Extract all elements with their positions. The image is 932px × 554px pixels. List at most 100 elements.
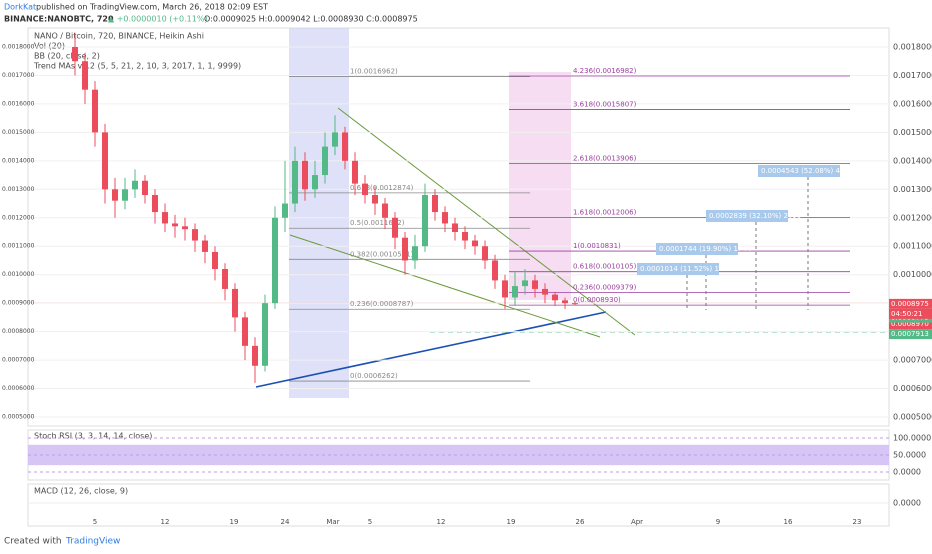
fib-label: 1.618(0.0012006) — [573, 209, 637, 217]
candle-body — [572, 303, 578, 305]
y-tick-label: 0.0007000 — [893, 356, 932, 365]
shade — [509, 72, 571, 300]
x-tick-label: 24 — [281, 518, 290, 526]
macd-title: MACD (12, 26, close, 9) — [34, 487, 128, 496]
measure-box — [758, 165, 840, 177]
candle-body — [232, 288, 238, 318]
measure-box — [637, 263, 719, 275]
stoch-title: Stoch RSI (3, 3, 14, 14, close) — [34, 432, 152, 441]
candle-body — [532, 280, 538, 289]
y-tick-label: 50.0000 — [893, 451, 926, 460]
candle-body — [492, 260, 498, 281]
x-tick-label: 9 — [716, 518, 720, 526]
y-tick-label: 0.0014000 — [2, 157, 35, 164]
x-tick-label: 5 — [93, 518, 97, 526]
y-tick-label: 0.0006000 — [2, 385, 35, 392]
candle-body — [242, 317, 248, 346]
candle-body — [562, 300, 568, 304]
candle-body — [362, 183, 368, 195]
candle-body — [72, 47, 78, 62]
candle-body — [172, 223, 178, 227]
x-tick-label: Apr — [631, 518, 643, 526]
ohlc: O:0.0009025 H:0.0009042 L:0.0008930 C:0.… — [204, 15, 418, 24]
candle-body — [392, 217, 398, 238]
fib-label: 0(0.0006262) — [350, 372, 398, 380]
fib-label: 0.618(0.0010105) — [573, 263, 637, 271]
y-tick-label: 0.0014000 — [893, 156, 932, 165]
candle-body — [122, 189, 128, 201]
candle-body — [552, 294, 558, 301]
candle-body — [442, 212, 448, 224]
shade — [289, 28, 349, 398]
candle-body — [402, 237, 408, 261]
fib-label: 0.236(0.0008787) — [350, 300, 414, 308]
candle-body — [522, 280, 528, 287]
candle-body — [322, 146, 328, 176]
candle-body — [372, 195, 378, 204]
measure-label: 0.0002839 (32.10%) 2839 — [709, 212, 801, 220]
stoch-band — [28, 444, 889, 466]
candle-body — [152, 195, 158, 213]
fib-label: 0.618(0.0012874) — [350, 184, 414, 192]
footer-created: Created with — [4, 537, 62, 547]
candle-body — [512, 286, 518, 298]
y-tick-label: 0.0006000 — [893, 384, 932, 393]
candle-body — [432, 195, 438, 213]
candle-body — [142, 180, 148, 195]
legend-entry: Vol (20) — [34, 42, 65, 51]
fib-label: 0.236(0.0009379) — [573, 283, 637, 291]
measure-label: 0.0001744 (19.90%) 1744 — [659, 245, 752, 253]
trend-line — [337, 107, 636, 336]
candle-body — [332, 132, 338, 147]
y-tick-label: 0.0017000 — [2, 72, 35, 79]
fib-label: 0(0.0008930) — [573, 296, 621, 304]
y-tick-label: 0.0012000 — [893, 213, 932, 222]
x-tick-label: 12 — [437, 518, 446, 526]
candle-body — [102, 132, 108, 190]
y-tick-label: 0.0016000 — [893, 99, 932, 108]
trend-line — [255, 311, 607, 388]
y-tick-label: 0.0018000 — [2, 44, 35, 51]
price-badge-label: 0.0008970 — [891, 320, 929, 328]
symbol: BINANCE:NANOBTC, 720 — [4, 15, 114, 24]
footer-brand[interactable]: TradingView — [65, 537, 120, 547]
candle-body — [412, 246, 418, 261]
candle-body — [82, 61, 88, 90]
y-tick-label: 0.0007000 — [2, 357, 35, 364]
candle-body — [382, 203, 388, 218]
y-tick-label: 0.0015000 — [893, 128, 932, 137]
macd-pane — [27, 483, 890, 527]
y-tick-label: 0.0008000 — [2, 328, 35, 335]
y-tick-label: 0.0005000 — [893, 413, 932, 422]
candle-body — [92, 89, 98, 133]
x-tick-label: Mar — [326, 518, 339, 526]
y-tick-label: 0.0015000 — [2, 129, 35, 136]
fib-label: 4.236(0.0016982) — [573, 67, 637, 75]
fib-label: 0.5(0.0011632) — [350, 219, 405, 227]
candle-body — [472, 240, 478, 247]
y-tick-label: 0.0011000 — [2, 243, 35, 250]
y-tick-label: 0.0005000 — [2, 414, 35, 421]
fib-label: 0.382(0.0010541) — [350, 250, 414, 258]
y-tick-label: 0.0010000 — [2, 271, 35, 278]
candle-body — [312, 175, 318, 190]
candle-body — [162, 212, 168, 224]
fib-label: 3.618(0.0015807) — [573, 100, 637, 108]
y-tick-label: 0.0000 — [893, 468, 921, 477]
measure-label: 0.0004543 (52.08%) 4543 — [761, 167, 853, 175]
y-tick-label: 100.0000 — [893, 434, 931, 443]
candle-body — [292, 160, 298, 204]
y-tick-label: 0.0013000 — [893, 185, 932, 194]
author[interactable]: DorkKat — [4, 3, 36, 12]
price-badge — [889, 298, 932, 309]
y-tick-label: 0.0011000 — [893, 242, 932, 251]
x-tick-label: 19 — [230, 518, 239, 526]
candle-body — [132, 180, 138, 190]
candle-body — [282, 203, 288, 218]
candle-body — [262, 303, 268, 366]
fib-label: 1(0.0010831) — [573, 242, 621, 250]
candle-body — [202, 240, 208, 252]
main-pane — [27, 27, 890, 427]
candle-body — [222, 269, 228, 289]
y-tick-label: 0.0017000 — [893, 71, 932, 80]
